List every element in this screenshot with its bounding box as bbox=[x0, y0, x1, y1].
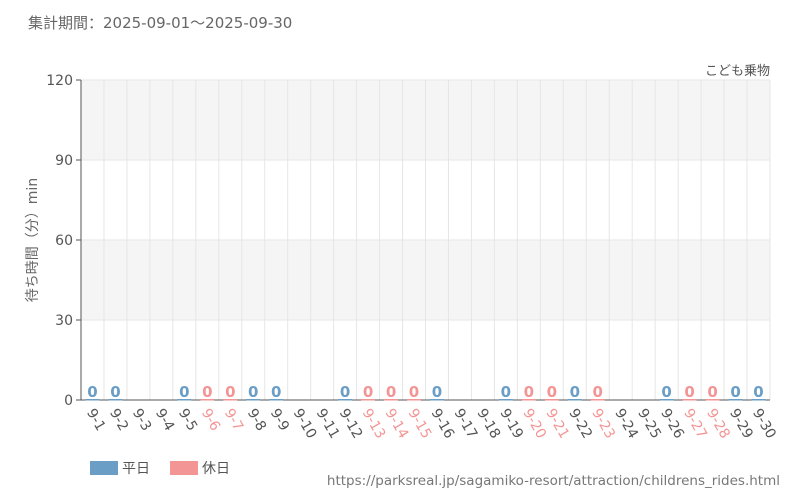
x-tick-label: 9-29 bbox=[726, 406, 756, 442]
bar bbox=[567, 399, 582, 401]
bar-value-label: 0 bbox=[570, 383, 580, 401]
y-tick-label: 0 bbox=[64, 393, 73, 409]
bar-value-label: 0 bbox=[730, 383, 740, 401]
legend-item-weekday[interactable]: 平日 bbox=[90, 458, 150, 478]
bar bbox=[659, 399, 674, 401]
x-tick-label: 9-8 bbox=[244, 406, 269, 434]
bar bbox=[200, 399, 215, 401]
x-tick-label: 9-21 bbox=[542, 406, 572, 442]
bar bbox=[384, 399, 398, 401]
y-tick-label: 60 bbox=[55, 233, 73, 249]
x-tick-label: 9-28 bbox=[703, 406, 733, 442]
bar-value-label: 0 bbox=[340, 383, 350, 401]
x-tick-label: 9-22 bbox=[565, 406, 595, 442]
legend: 平日 休日 bbox=[90, 458, 250, 478]
y-tick-label: 90 bbox=[55, 153, 73, 169]
x-tick-label: 9-17 bbox=[450, 406, 480, 442]
x-tick-label: 9-15 bbox=[405, 406, 435, 442]
bar bbox=[223, 399, 238, 401]
bar-value-label: 0 bbox=[271, 383, 281, 401]
x-tick-label: 9-26 bbox=[657, 406, 687, 442]
x-tick-label: 9-27 bbox=[680, 406, 710, 442]
bar bbox=[590, 399, 605, 401]
bar bbox=[246, 399, 261, 401]
legend-swatch-holiday bbox=[170, 461, 198, 475]
bar-value-label: 0 bbox=[547, 383, 557, 401]
x-tick-label: 9-3 bbox=[129, 406, 154, 434]
y-tick-label: 120 bbox=[46, 73, 73, 89]
bar-value-label: 0 bbox=[363, 383, 373, 401]
bar-value-label: 0 bbox=[684, 383, 694, 401]
bar-value-label: 0 bbox=[386, 383, 396, 401]
bar bbox=[177, 399, 192, 401]
x-tick-label: 9-19 bbox=[496, 406, 526, 442]
x-tick-label: 9-24 bbox=[611, 406, 641, 442]
legend-swatch-weekday bbox=[90, 461, 118, 475]
x-tick-label: 9-16 bbox=[428, 406, 458, 442]
bar-value-label: 0 bbox=[409, 383, 419, 401]
bar bbox=[338, 399, 353, 401]
bar-value-label: 0 bbox=[202, 383, 212, 401]
bar bbox=[85, 399, 100, 401]
x-tick-label: 9-13 bbox=[359, 406, 389, 442]
bar-value-label: 0 bbox=[87, 383, 97, 401]
bar-value-label: 0 bbox=[661, 383, 671, 401]
x-tick-label: 9-14 bbox=[382, 406, 412, 442]
x-tick-label: 9-4 bbox=[152, 406, 177, 434]
bar-value-label: 0 bbox=[593, 383, 603, 401]
period-label: 集計期間：2025-09-01〜2025-09-30 bbox=[28, 14, 293, 32]
bar-value-label: 0 bbox=[753, 383, 763, 401]
bar bbox=[361, 399, 375, 401]
bar bbox=[521, 399, 536, 401]
x-tick-label: 9-5 bbox=[175, 406, 200, 434]
x-tick-label: 9-9 bbox=[267, 406, 292, 434]
bar bbox=[705, 399, 720, 401]
x-tick-label: 9-20 bbox=[519, 406, 549, 442]
attraction-name: こども乗物 bbox=[704, 64, 770, 79]
bar bbox=[430, 399, 444, 401]
x-tick-label: 9-7 bbox=[221, 406, 246, 434]
bar-value-label: 0 bbox=[432, 383, 442, 401]
legend-item-holiday[interactable]: 休日 bbox=[170, 458, 230, 478]
x-tick-label: 9-6 bbox=[198, 406, 223, 434]
bar-value-label: 0 bbox=[110, 383, 120, 401]
wait-time-chart: 030609012009-109-29-39-409-509-609-709-8… bbox=[46, 73, 779, 442]
bar bbox=[498, 399, 513, 401]
bar bbox=[544, 399, 559, 401]
bar bbox=[728, 399, 743, 401]
bar bbox=[682, 399, 697, 401]
legend-label-holiday: 休日 bbox=[202, 461, 230, 477]
x-tick-label: 9-25 bbox=[634, 406, 664, 442]
bar-value-label: 0 bbox=[524, 383, 534, 401]
bar-value-label: 0 bbox=[501, 383, 511, 401]
bar-value-label: 0 bbox=[179, 383, 189, 401]
bar bbox=[269, 399, 284, 401]
x-tick-label: 9-10 bbox=[290, 406, 320, 442]
bar-value-label: 0 bbox=[707, 383, 717, 401]
y-tick-label: 30 bbox=[55, 313, 73, 329]
x-tick-label: 9-12 bbox=[336, 406, 366, 442]
bar bbox=[407, 399, 421, 401]
x-tick-label: 9-30 bbox=[749, 406, 779, 442]
x-tick-label: 9-23 bbox=[588, 406, 618, 442]
legend-label-weekday: 平日 bbox=[122, 461, 150, 477]
x-tick-label: 9-2 bbox=[106, 406, 131, 434]
bar-value-label: 0 bbox=[248, 383, 258, 401]
x-tick-label: 9-18 bbox=[473, 406, 503, 442]
x-tick-label: 9-1 bbox=[83, 406, 108, 434]
bar bbox=[751, 399, 766, 401]
x-tick-label: 9-11 bbox=[313, 406, 343, 442]
source-url[interactable]: https://parksreal.jp/sagamiko-resort/att… bbox=[326, 473, 780, 489]
bar-value-label: 0 bbox=[225, 383, 235, 401]
bar bbox=[108, 399, 123, 401]
